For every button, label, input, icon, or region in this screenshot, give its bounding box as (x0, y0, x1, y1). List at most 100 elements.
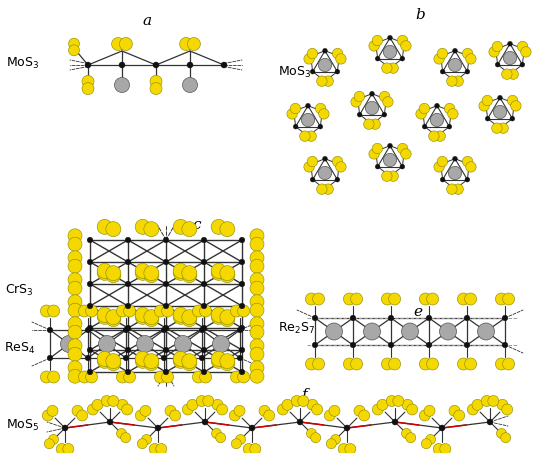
Circle shape (250, 229, 264, 243)
Circle shape (502, 69, 512, 79)
Circle shape (503, 51, 517, 65)
Circle shape (68, 229, 82, 243)
Circle shape (97, 352, 112, 366)
Circle shape (173, 352, 188, 366)
Circle shape (264, 410, 275, 421)
Circle shape (382, 112, 387, 117)
Circle shape (486, 116, 490, 121)
Circle shape (106, 354, 121, 369)
Circle shape (69, 38, 80, 49)
Circle shape (156, 443, 167, 453)
Circle shape (220, 310, 235, 325)
Circle shape (497, 429, 507, 439)
Circle shape (44, 439, 54, 449)
Circle shape (426, 434, 436, 444)
Circle shape (211, 353, 226, 368)
Circle shape (163, 281, 169, 287)
Circle shape (481, 395, 492, 406)
Circle shape (150, 75, 162, 87)
Circle shape (238, 305, 249, 317)
Circle shape (375, 56, 380, 61)
Circle shape (72, 405, 83, 416)
Circle shape (163, 237, 169, 243)
Circle shape (434, 162, 444, 172)
Circle shape (220, 312, 235, 327)
Circle shape (137, 439, 147, 449)
Circle shape (419, 410, 430, 421)
Circle shape (508, 41, 513, 46)
Circle shape (144, 356, 159, 371)
Circle shape (466, 162, 476, 172)
Circle shape (508, 69, 518, 79)
Circle shape (97, 265, 112, 280)
Circle shape (106, 222, 121, 236)
Circle shape (68, 237, 82, 251)
Circle shape (47, 327, 53, 333)
Circle shape (155, 425, 161, 431)
Circle shape (312, 404, 323, 415)
Circle shape (406, 404, 418, 415)
Circle shape (239, 325, 245, 331)
Text: d: d (155, 305, 165, 319)
Circle shape (221, 62, 227, 68)
Text: c: c (193, 218, 201, 232)
Circle shape (250, 369, 264, 383)
Circle shape (68, 361, 82, 375)
Circle shape (424, 405, 435, 416)
Circle shape (92, 399, 103, 410)
Circle shape (401, 429, 411, 439)
Circle shape (388, 342, 394, 348)
Circle shape (434, 53, 444, 64)
Circle shape (87, 281, 93, 287)
Circle shape (351, 358, 363, 370)
Text: a: a (143, 14, 152, 28)
Text: b: b (415, 8, 425, 22)
Circle shape (457, 293, 469, 305)
Circle shape (239, 303, 245, 309)
Circle shape (319, 166, 332, 180)
Circle shape (68, 295, 82, 309)
Circle shape (290, 103, 301, 114)
Circle shape (144, 354, 159, 369)
Circle shape (318, 124, 323, 129)
Text: MoS$_5$: MoS$_5$ (6, 418, 39, 433)
Circle shape (125, 369, 131, 375)
Circle shape (86, 371, 97, 383)
Circle shape (435, 103, 440, 108)
Circle shape (182, 404, 194, 415)
Circle shape (452, 48, 457, 53)
Circle shape (464, 342, 470, 348)
Text: ReS$_4$: ReS$_4$ (4, 341, 35, 356)
Circle shape (319, 58, 332, 72)
Circle shape (317, 184, 327, 194)
Circle shape (187, 399, 198, 410)
Circle shape (315, 103, 326, 114)
Circle shape (448, 166, 462, 180)
Circle shape (305, 293, 317, 305)
Circle shape (406, 433, 416, 443)
Circle shape (211, 265, 226, 280)
Circle shape (87, 237, 93, 243)
Circle shape (250, 251, 264, 265)
Circle shape (150, 82, 162, 95)
Circle shape (161, 305, 174, 317)
Circle shape (106, 310, 121, 325)
Circle shape (307, 156, 317, 167)
Circle shape (345, 443, 356, 453)
Text: e: e (414, 305, 422, 319)
Circle shape (125, 259, 131, 265)
Circle shape (332, 48, 343, 59)
Circle shape (68, 281, 82, 295)
Circle shape (401, 41, 411, 51)
Circle shape (426, 342, 432, 348)
Circle shape (297, 419, 303, 425)
Circle shape (319, 109, 329, 119)
Circle shape (306, 429, 316, 439)
Circle shape (82, 82, 94, 95)
Circle shape (200, 371, 212, 383)
Circle shape (464, 315, 470, 321)
Circle shape (426, 315, 432, 321)
Circle shape (503, 358, 515, 370)
Circle shape (144, 222, 159, 236)
Circle shape (153, 62, 159, 68)
